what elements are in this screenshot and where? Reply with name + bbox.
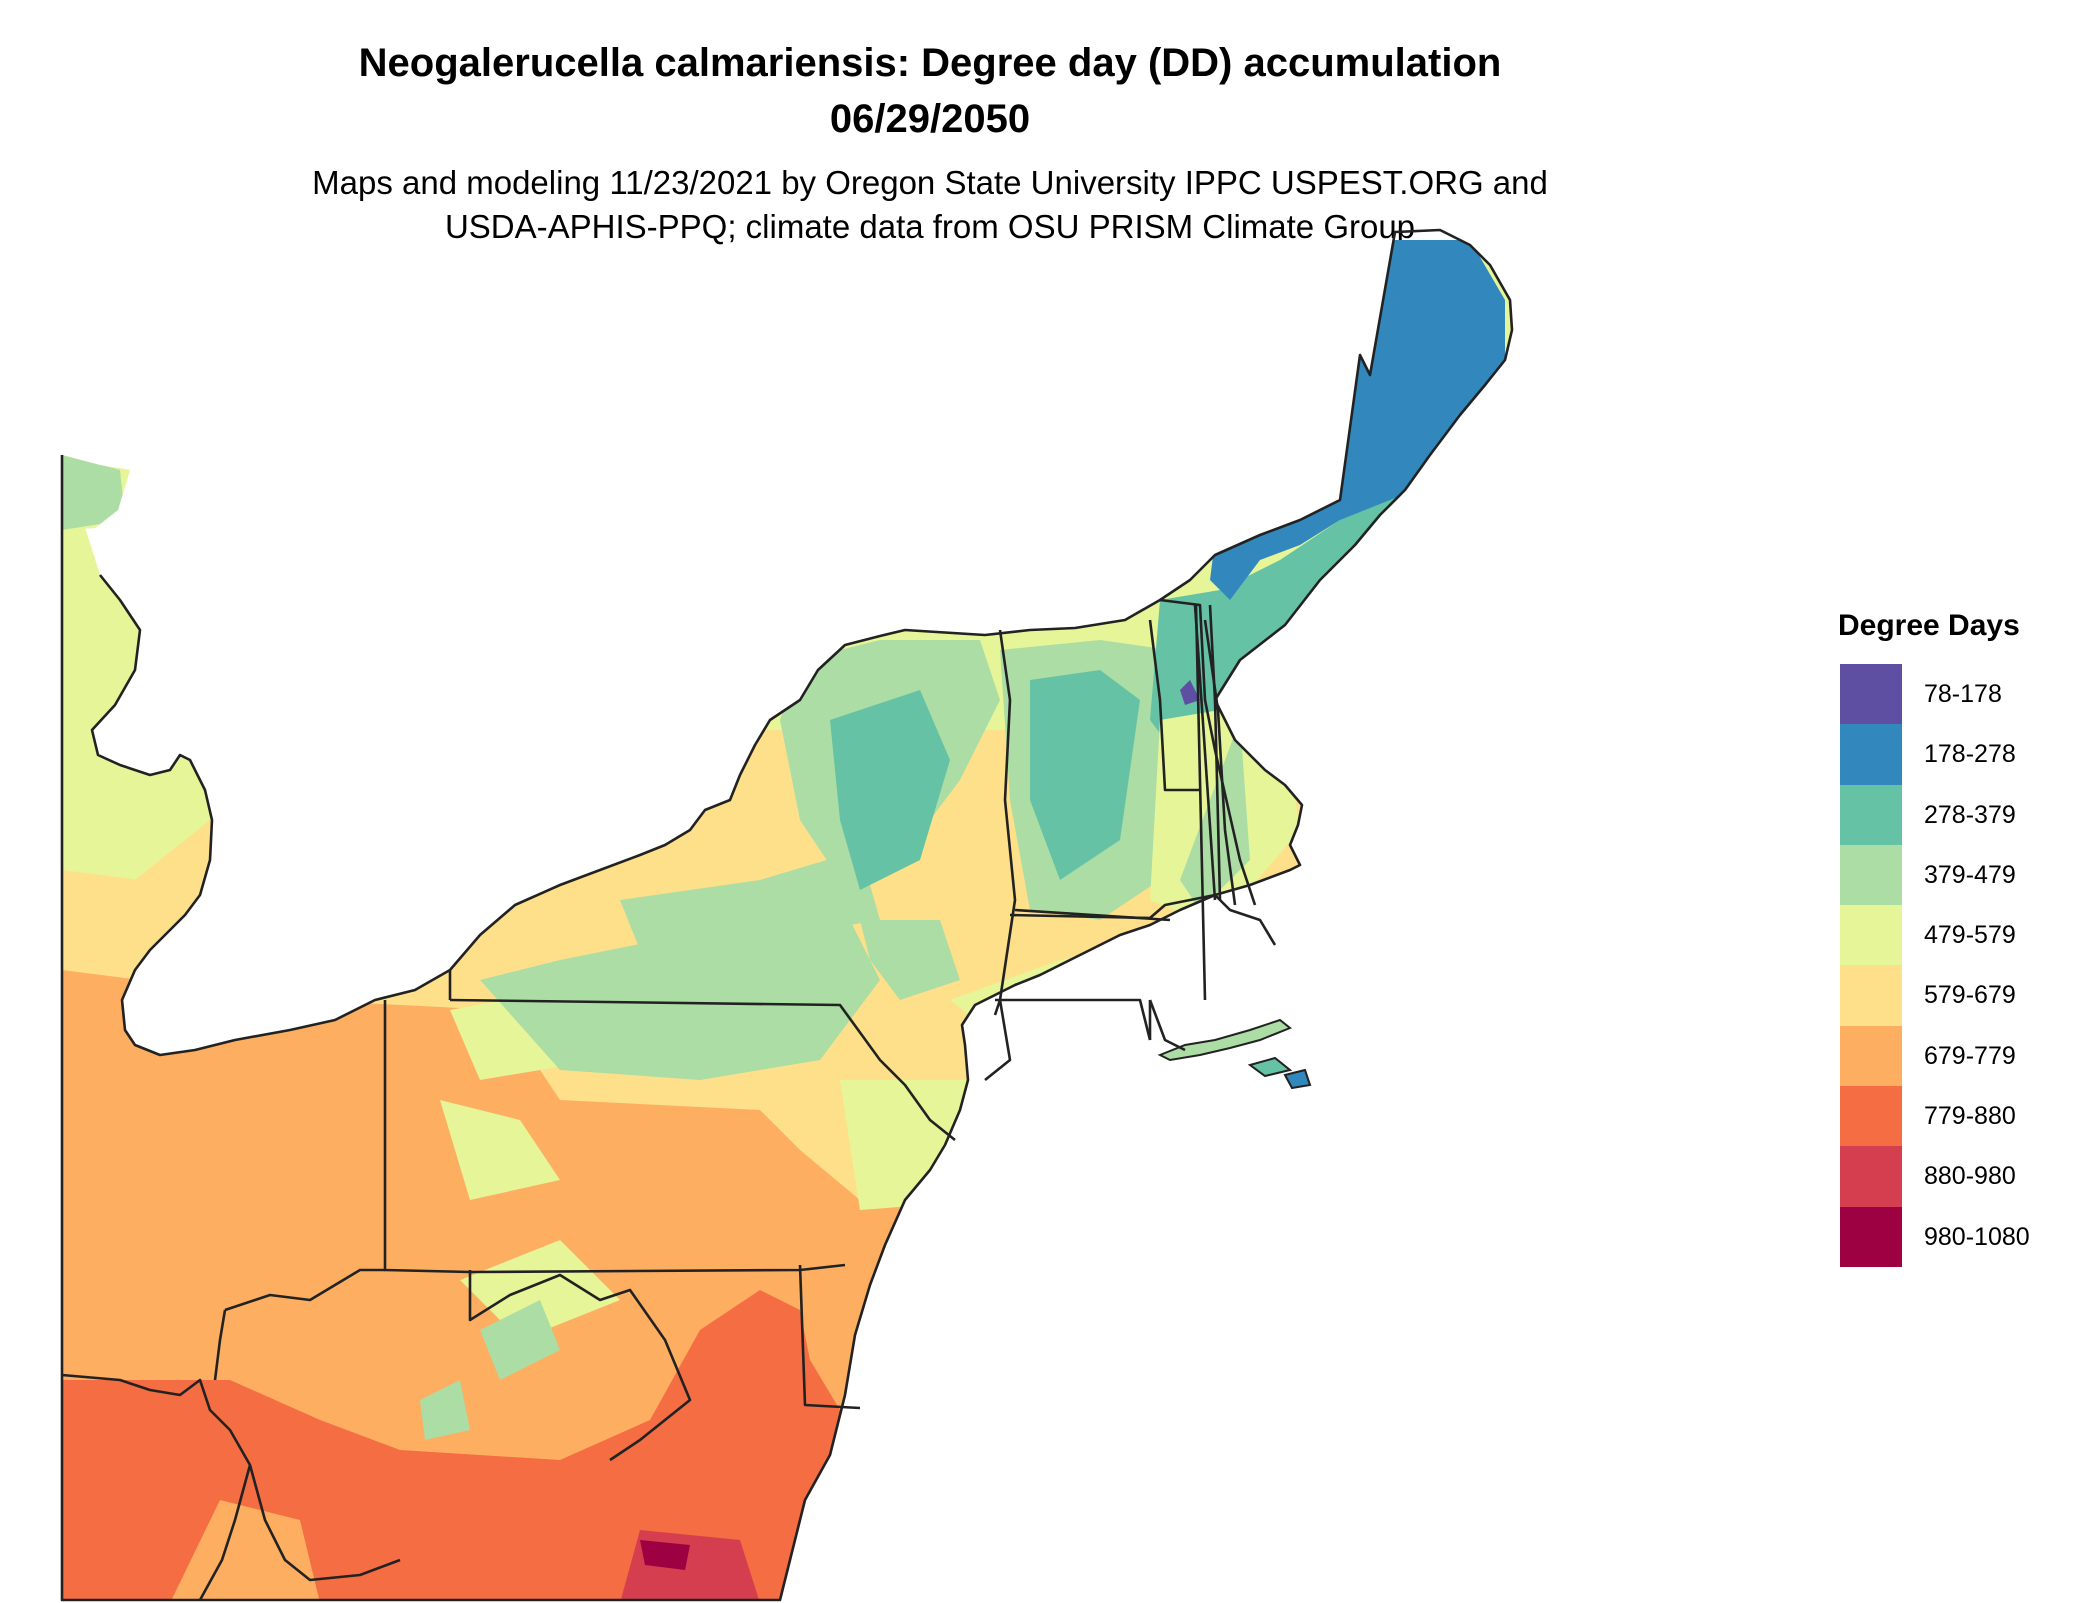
legend-swatch [1840,1206,1902,1267]
legend-swatch [1840,664,1902,725]
map-title: Neogalerucella calmariensis: Degree day … [358,41,1502,85]
legend-swatch [1840,784,1902,845]
legend-label: 579-679 [1924,981,2016,1010]
legend-label: 880-980 [1924,1162,2016,1191]
legend-label: 679-779 [1924,1041,2016,1070]
map-date: 06/29/2050 [829,97,1031,141]
legend-swatch [1840,1086,1902,1147]
legend-label: 178-278 [1924,740,2016,769]
legend-label: 980-1080 [1924,1222,2030,1251]
legend-label: 379-479 [1924,860,2016,889]
map-subtitle-line-2: USDA-APHIS-PPQ; climate data from OSU PR… [444,208,1416,245]
map-subtitle-line-1: Maps and modeling 11/23/2021 by Oregon S… [312,164,1548,201]
legend-label: 479-579 [1924,921,2016,950]
legend-title: Degree Days [1838,609,2020,642]
legend-label: 278-379 [1924,800,2016,829]
legend-swatch [1840,965,1902,1026]
legend-swatch [1840,844,1902,906]
legend-swatch [1840,1025,1902,1087]
legend-swatch [1840,1146,1902,1207]
legend-swatch [1840,905,1902,966]
legend-swatch [1840,724,1902,785]
legend-label: 779-880 [1924,1102,2016,1131]
legend-label: 78-178 [1924,680,2002,708]
